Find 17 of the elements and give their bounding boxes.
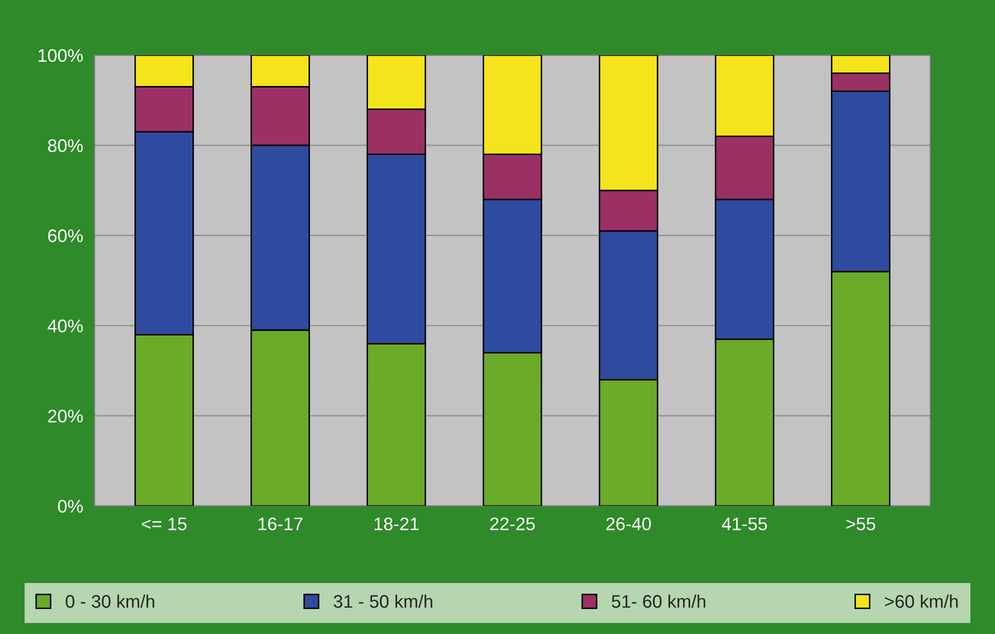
x-tick-label: 26-40 (606, 518, 651, 530)
x-tick-label: 22-25 (490, 518, 535, 530)
legend-label: 51- 60 km/h (612, 594, 706, 608)
x-tick-label: 18-21 (374, 518, 419, 530)
y-tick-label: 40% (48, 320, 83, 332)
legend-label: >60 km/h (884, 594, 958, 608)
y-tick-label: 80% (48, 139, 83, 152)
y-tick-label: 0% (58, 500, 83, 513)
legend-label: 0 - 30 km/h (66, 594, 154, 608)
legend-label: 31 - 50 km/h (334, 594, 432, 608)
x-tick-label: 16-17 (258, 518, 302, 530)
x-tick-label: <= 15 (142, 518, 187, 530)
x-tick-label: 41-55 (722, 518, 767, 530)
x-tick-label: >55 (846, 518, 876, 530)
y-tick-label: 100% (38, 49, 83, 62)
y-tick-label: 20% (48, 410, 83, 422)
y-tick-label: 60% (48, 229, 83, 242)
